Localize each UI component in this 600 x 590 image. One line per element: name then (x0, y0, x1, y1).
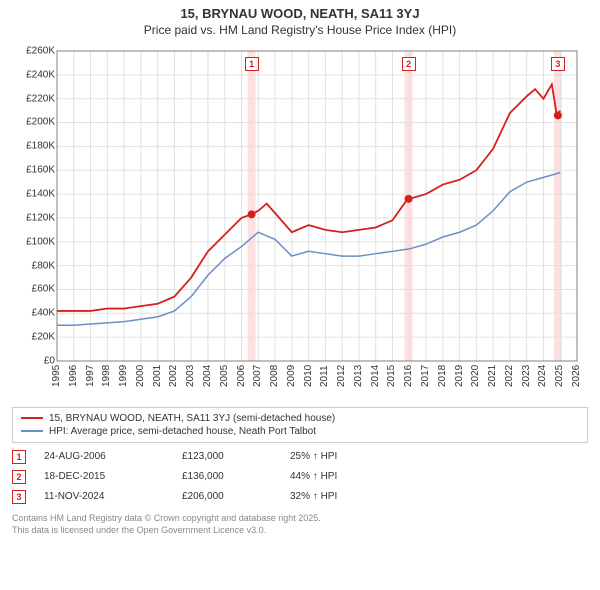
chart-area: £0 £20K £40K £60K £80K £100K £120K £140K £160K £1… (15, 41, 585, 401)
sales-row: 3 11-NOV-2024 £206,000 32% ↑ HPI (12, 487, 588, 507)
x-tick-label: 2021 (487, 365, 498, 387)
y-tick-label: £160K (17, 165, 55, 176)
chart-title: 15, BRYNAU WOOD, NEATH, SA11 3YJ (0, 0, 600, 23)
sales-row: 1 24-AUG-2006 £123,000 25% ↑ HPI (12, 447, 588, 467)
x-tick-label: 2009 (286, 365, 297, 387)
legend-swatch (21, 417, 43, 419)
x-tick-label: 2008 (269, 365, 280, 387)
x-tick-label: 2007 (252, 365, 263, 387)
x-tick-label: 2023 (521, 365, 532, 387)
sale-hpi: 44% ↑ HPI (290, 471, 380, 482)
x-tick-label: 2022 (504, 365, 515, 387)
sale-price: £136,000 (182, 471, 272, 482)
x-tick-label: 2010 (303, 365, 314, 387)
chart-subtitle: Price paid vs. HM Land Registry's House … (0, 23, 600, 41)
sale-marker-box: 3 (12, 490, 26, 504)
x-tick-label: 2016 (403, 365, 414, 387)
x-tick-label: 2018 (437, 365, 448, 387)
sale-marker-box: 2 (12, 470, 26, 484)
y-tick-label: £60K (17, 284, 55, 295)
sale-price: £206,000 (182, 491, 272, 502)
sale-date: 18-DEC-2015 (44, 471, 164, 482)
sale-marker-box: 1 (12, 450, 26, 464)
footer: Contains HM Land Registry data © Crown c… (12, 513, 588, 536)
y-tick-label: £200K (17, 117, 55, 128)
legend-row: HPI: Average price, semi-detached house,… (21, 425, 579, 438)
x-tick-label: 2017 (420, 365, 431, 387)
sale-marker-box: 2 (402, 57, 416, 71)
legend: 15, BRYNAU WOOD, NEATH, SA11 3YJ (semi-d… (12, 407, 588, 443)
y-tick-label: £120K (17, 212, 55, 223)
legend-label: HPI: Average price, semi-detached house,… (49, 426, 316, 437)
x-tick-label: 1999 (118, 365, 129, 387)
sale-date: 24-AUG-2006 (44, 451, 164, 462)
y-tick-label: £80K (17, 260, 55, 271)
y-tick-label: £140K (17, 188, 55, 199)
legend-row: 15, BRYNAU WOOD, NEATH, SA11 3YJ (semi-d… (21, 412, 579, 425)
x-tick-label: 2014 (370, 365, 381, 387)
x-tick-label: 2005 (219, 365, 230, 387)
x-tick-label: 2006 (236, 365, 247, 387)
x-tick-label: 2020 (470, 365, 481, 387)
x-tick-label: 2026 (571, 365, 582, 387)
sale-dot (405, 195, 413, 203)
sale-dot (248, 210, 256, 218)
x-tick-label: 2012 (336, 365, 347, 387)
x-tick-label: 1995 (51, 365, 62, 387)
y-tick-label: £20K (17, 332, 55, 343)
legend-label: 15, BRYNAU WOOD, NEATH, SA11 3YJ (semi-d… (49, 413, 335, 424)
x-tick-label: 2024 (537, 365, 548, 387)
x-tick-label: 2000 (135, 365, 146, 387)
x-tick-label: 2025 (554, 365, 565, 387)
sale-date: 11-NOV-2024 (44, 491, 164, 502)
x-tick-label: 1997 (85, 365, 96, 387)
sales-table: 1 24-AUG-2006 £123,000 25% ↑ HPI 2 18-DEC-201… (12, 447, 588, 507)
y-tick-label: £0 (17, 355, 55, 366)
y-tick-label: £260K (17, 45, 55, 56)
sale-price: £123,000 (182, 451, 272, 462)
y-tick-label: £100K (17, 236, 55, 247)
sale-hpi: 25% ↑ HPI (290, 451, 380, 462)
sale-hpi: 32% ↑ HPI (290, 491, 380, 502)
y-tick-label: £180K (17, 141, 55, 152)
y-tick-label: £220K (17, 93, 55, 104)
x-tick-label: 2013 (353, 365, 364, 387)
x-tick-label: 2004 (202, 365, 213, 387)
sales-row: 2 18-DEC-2015 £136,000 44% ↑ HPI (12, 467, 588, 487)
x-tick-label: 2001 (152, 365, 163, 387)
x-tick-label: 1996 (68, 365, 79, 387)
x-tick-label: 2002 (168, 365, 179, 387)
x-tick-label: 2019 (454, 365, 465, 387)
footer-line-1: Contains HM Land Registry data © Crown c… (12, 513, 588, 525)
sale-marker-box: 1 (245, 57, 259, 71)
x-tick-label: 2011 (319, 365, 330, 387)
chart-svg (15, 41, 585, 371)
sale-dot (554, 111, 562, 119)
x-tick-label: 2003 (185, 365, 196, 387)
x-tick-label: 2015 (386, 365, 397, 387)
legend-swatch (21, 430, 43, 432)
y-tick-label: £40K (17, 308, 55, 319)
y-tick-label: £240K (17, 69, 55, 80)
sale-marker-box: 3 (551, 57, 565, 71)
footer-line-2: This data is licensed under the Open Gov… (12, 525, 588, 537)
x-tick-label: 1998 (101, 365, 112, 387)
